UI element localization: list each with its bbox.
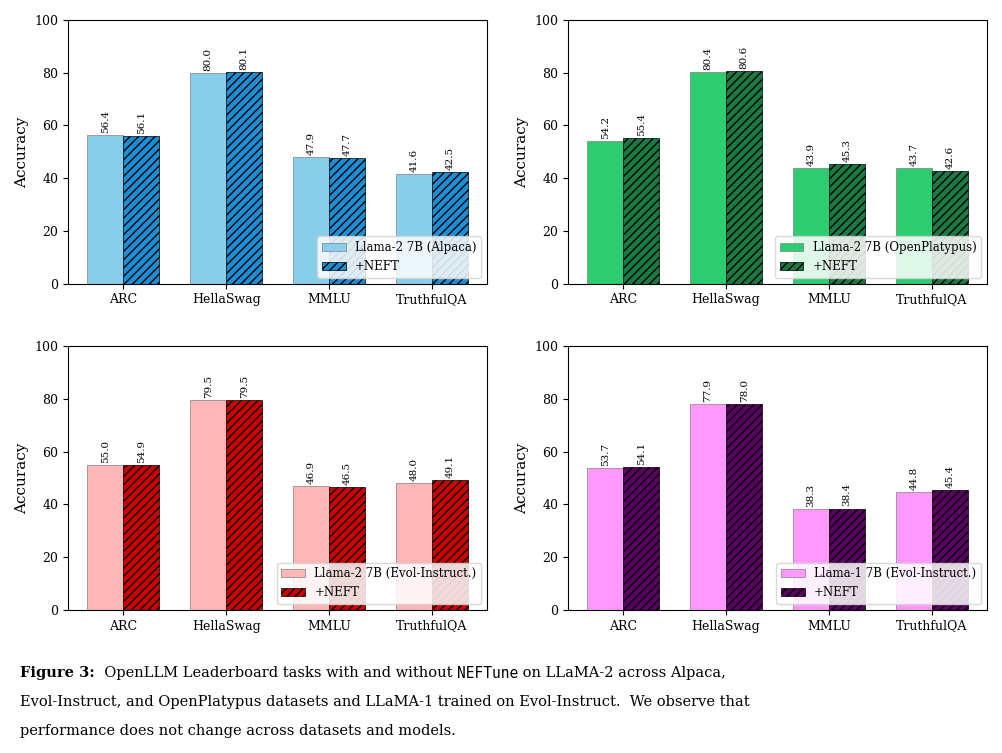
Bar [932,172,968,284]
Text: 55.0: 55.0 [101,440,110,462]
Text: 44.8: 44.8 [910,466,919,489]
Bar [226,400,263,610]
Text: 49.1: 49.1 [446,455,455,478]
Text: 55.4: 55.4 [636,112,645,136]
Text: 80.6: 80.6 [739,46,748,69]
Bar [329,158,365,284]
Text: 38.4: 38.4 [843,483,852,507]
Y-axis label: Accuracy: Accuracy [515,116,529,187]
Legend: Llama-2 7B (Evol-Instruct.), +NEFT: Llama-2 7B (Evol-Instruct.), +NEFT [277,562,481,604]
Text: 43.9: 43.9 [807,143,816,166]
Text: 41.6: 41.6 [410,149,419,172]
Text: 48.0: 48.0 [410,458,419,481]
Bar [123,465,159,610]
Text: 47.9: 47.9 [307,133,316,155]
Text: OpenLLM Leaderboard tasks with and without: OpenLLM Leaderboard tasks with and witho… [95,666,457,681]
Bar [329,487,365,610]
Text: 43.7: 43.7 [910,143,919,166]
Text: Figure 3:: Figure 3: [20,666,95,681]
Text: 79.5: 79.5 [239,375,248,398]
Bar [726,72,763,284]
Bar [896,169,932,284]
Text: 78.0: 78.0 [739,379,748,402]
Text: 45.4: 45.4 [946,465,955,488]
Text: 47.7: 47.7 [343,133,352,156]
Bar [793,168,829,284]
Text: 80.0: 80.0 [203,47,212,71]
Bar [190,400,226,610]
Bar [87,465,123,610]
Text: NEFTune: NEFTune [457,666,518,681]
Bar [587,141,623,284]
Bar [190,73,226,284]
Text: 42.6: 42.6 [946,146,955,169]
Text: 54.2: 54.2 [601,115,609,139]
Bar [294,157,329,284]
Text: 46.9: 46.9 [307,461,316,484]
Y-axis label: Accuracy: Accuracy [15,442,29,514]
Text: 56.1: 56.1 [137,111,146,134]
Bar [690,72,726,284]
Bar [396,174,432,284]
Text: 54.1: 54.1 [636,442,645,465]
Text: on LLaMA-2 across Alpaca,: on LLaMA-2 across Alpaca, [518,666,726,681]
Text: 79.5: 79.5 [203,375,212,398]
Text: Evol-Instruct, and OpenPlatypus datasets and LLaMA-1 trained on Evol-Instruct.  : Evol-Instruct, and OpenPlatypus datasets… [20,695,749,709]
Legend: Llama-1 7B (Evol-Instruct.), +NEFT: Llama-1 7B (Evol-Instruct.), +NEFT [777,562,981,604]
Text: 54.9: 54.9 [137,440,146,463]
Bar [226,72,263,284]
Text: 53.7: 53.7 [601,443,609,466]
Text: 80.1: 80.1 [239,47,248,70]
Bar [793,509,829,610]
Text: 46.5: 46.5 [343,462,352,485]
Bar [690,404,726,610]
Text: performance does not change across datasets and models.: performance does not change across datas… [20,724,456,738]
Text: 77.9: 77.9 [703,380,712,402]
Bar [896,492,932,610]
Y-axis label: Accuracy: Accuracy [15,116,29,187]
Bar [726,404,763,610]
Bar [87,135,123,284]
Text: 45.3: 45.3 [843,139,852,162]
Bar [829,164,865,284]
Text: 80.4: 80.4 [703,47,712,69]
Legend: Llama-2 7B (OpenPlatypus), +NEFT: Llama-2 7B (OpenPlatypus), +NEFT [775,236,981,278]
Bar [932,490,968,610]
Bar [432,172,468,284]
Bar [587,468,623,610]
Bar [829,508,865,610]
Bar [294,486,329,610]
Bar [623,138,659,284]
Bar [123,136,159,284]
Bar [396,483,432,610]
Y-axis label: Accuracy: Accuracy [515,442,529,514]
Bar [432,480,468,610]
Text: 42.5: 42.5 [446,146,455,169]
Text: 38.3: 38.3 [807,483,816,507]
Legend: Llama-2 7B (Alpaca), +NEFT: Llama-2 7B (Alpaca), +NEFT [318,236,481,278]
Bar [623,467,659,610]
Text: 56.4: 56.4 [101,110,110,133]
